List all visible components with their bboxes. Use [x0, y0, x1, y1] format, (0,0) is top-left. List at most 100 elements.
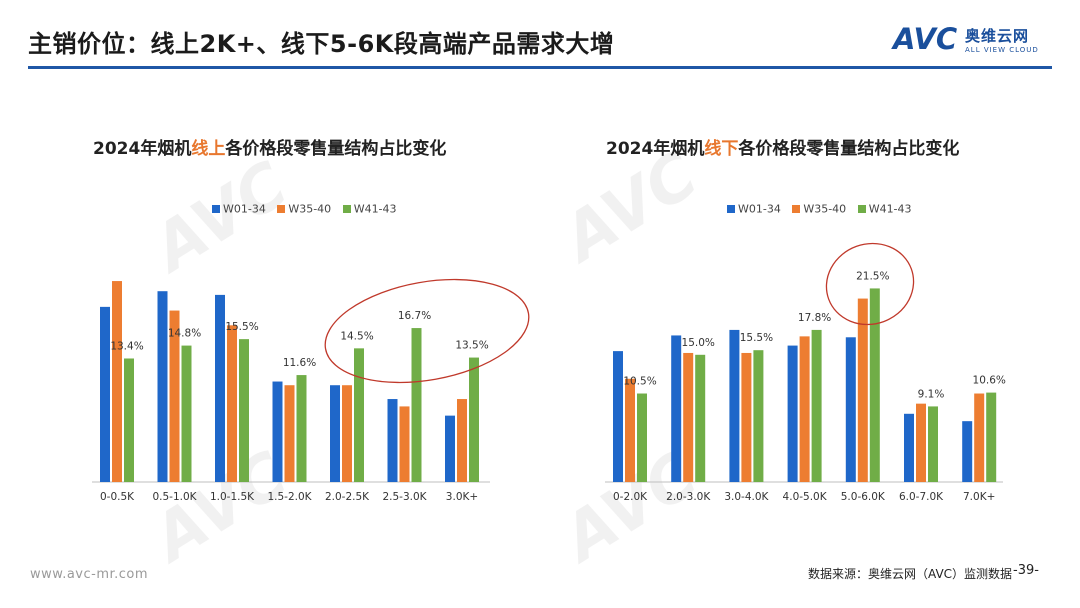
bar-W01-34 [904, 413, 914, 482]
logo-chinese-name: 奥维云网 [965, 27, 1030, 45]
legend-swatch [727, 205, 735, 213]
legend-item: W35-40 [277, 202, 331, 216]
logo-english-name: ALL VIEW CLOUD [965, 46, 1039, 54]
x-tick-label: 1.0-1.5K [210, 491, 255, 503]
legend-label: W01-34 [223, 202, 266, 216]
chart-offline: 10.5% 0-2.0K 15.0% 2.0-3.0K 15.5% 3.0-4.0K 17.… [605, 270, 1006, 503]
bar-W35-40 [625, 378, 635, 482]
bar-W01-34 [272, 381, 283, 482]
legend-swatch [857, 205, 866, 213]
bar-W41-43 [239, 339, 249, 482]
x-tick-label: 4.0-5.0K [783, 491, 828, 503]
title-divider [28, 66, 1052, 69]
highlight-ellipse-offline [825, 242, 915, 326]
x-tick-label: 1.5-2.0K [267, 491, 312, 503]
x-tick-label: 0.5-1.0K [152, 491, 197, 503]
x-tick-label: 0-0.5K [100, 491, 135, 503]
data-source-note: 数据来源：奥维云网（AVC）监测数据 [808, 567, 1013, 581]
bar-W41-43 [695, 354, 706, 482]
data-label: 16.7% [398, 310, 431, 322]
bar-W41-43 [811, 329, 822, 482]
bar-W01-34 [613, 351, 623, 482]
legend-offline: W01-34 W35-40 W41-43 [727, 202, 920, 216]
x-tick-label: 2.0-2.5K [325, 491, 370, 503]
x-tick-label: 5.0-6.0K [841, 491, 886, 503]
data-label: 10.5% [623, 376, 656, 388]
bar-W01-34 [671, 335, 682, 482]
legend-item: W35-40 [792, 202, 846, 216]
legend-online: W01-34 W35-40 W41-43 [212, 202, 405, 216]
bar-W41-43 [637, 393, 647, 482]
bar-W35-40 [857, 298, 868, 482]
bar-W35-40 [342, 385, 352, 482]
x-tick-label: 6.0-7.0K [899, 491, 944, 503]
bar-W41-43 [469, 357, 479, 482]
page-title: 主销价位：线上2K+、线下5-6K段高端产品需求大增 [28, 30, 615, 58]
chart-title-highlight: 线下 [704, 139, 739, 159]
bar-W41-43 [411, 328, 422, 482]
legend-item: W01-34 [212, 202, 266, 216]
bar-W01-34 [215, 294, 225, 482]
x-tick-label: 2.5-3.0K [382, 491, 427, 503]
legend-swatch [342, 205, 351, 213]
legend-label: W41-43 [353, 202, 397, 216]
chart-title-suffix: 各价格段零售量结构占比变化 [738, 139, 960, 159]
data-label: 15.0% [682, 337, 715, 349]
bar-W41-43 [296, 375, 307, 482]
bar-W35-40 [169, 310, 180, 482]
legend-label: W01-34 [738, 202, 781, 216]
x-tick-label: 3.0K+ [446, 491, 478, 503]
footer-url: www.avc-mr.com [30, 567, 149, 582]
legend-label: W35-40 [803, 202, 847, 216]
data-label: 21.5% [856, 270, 889, 282]
x-tick-label: 7.0K+ [963, 491, 995, 503]
bar-W01-34 [387, 399, 398, 482]
bar-W01-34 [445, 415, 455, 482]
data-label: 17.8% [798, 312, 831, 324]
bar-W35-40 [683, 352, 694, 482]
data-label: 13.4% [110, 340, 143, 352]
highlight-ellipse-online [324, 278, 530, 384]
legend-swatch [277, 205, 286, 213]
legend-label: W35-40 [288, 202, 332, 216]
bar-W01-34 [787, 345, 798, 482]
bar-W01-34 [729, 329, 740, 482]
bar-W35-40 [284, 385, 295, 482]
chart-online: 13.4% 0-0.5K 14.8% 0.5-1.0K 15.5% 1.0-1.5K 11.… [92, 281, 490, 503]
data-label: 13.5% [455, 340, 488, 352]
bar-W41-43 [124, 358, 134, 482]
bar-W35-40 [916, 403, 926, 482]
data-label: 14.5% [340, 330, 373, 342]
logo-mark: AVC [893, 22, 958, 56]
bar-W35-40 [799, 336, 810, 482]
data-label: 15.5% [225, 321, 258, 333]
bar-W41-43 [354, 348, 364, 482]
bar-W01-34 [845, 337, 856, 482]
chart-title-suffix: 各价格段零售量结构占比变化 [225, 139, 447, 159]
data-label: 14.8% [168, 328, 201, 340]
bar-W41-43 [928, 406, 938, 482]
chart-title-prefix: 2024年烟机 [93, 139, 192, 159]
legend-item: W41-43 [342, 202, 397, 216]
x-tick-label: 0-2.0K [613, 491, 648, 503]
legend-label: W41-43 [868, 202, 912, 216]
bar-W01-34 [962, 421, 973, 482]
bar-W35-40 [741, 352, 752, 482]
x-tick-label: 2.0-3.0K [666, 491, 711, 503]
bar-W41-43 [986, 392, 997, 482]
data-label: 9.1% [918, 388, 945, 400]
data-label: 15.5% [740, 332, 773, 344]
bar-W41-43 [181, 345, 192, 482]
bar-W35-40 [227, 325, 237, 482]
bar-W35-40 [974, 393, 985, 482]
bar-W35-40 [399, 406, 410, 482]
legend-item: W01-34 [727, 202, 781, 216]
bar-W01-34 [157, 291, 168, 482]
bar-W35-40 [457, 399, 467, 482]
bar-W35-40 [112, 281, 122, 482]
chart-title-prefix: 2024年烟机 [606, 139, 705, 159]
legend-swatch [212, 205, 220, 213]
data-label: 10.6% [973, 375, 1006, 387]
page-number: -39- [1013, 563, 1039, 578]
data-label: 11.6% [283, 357, 316, 369]
